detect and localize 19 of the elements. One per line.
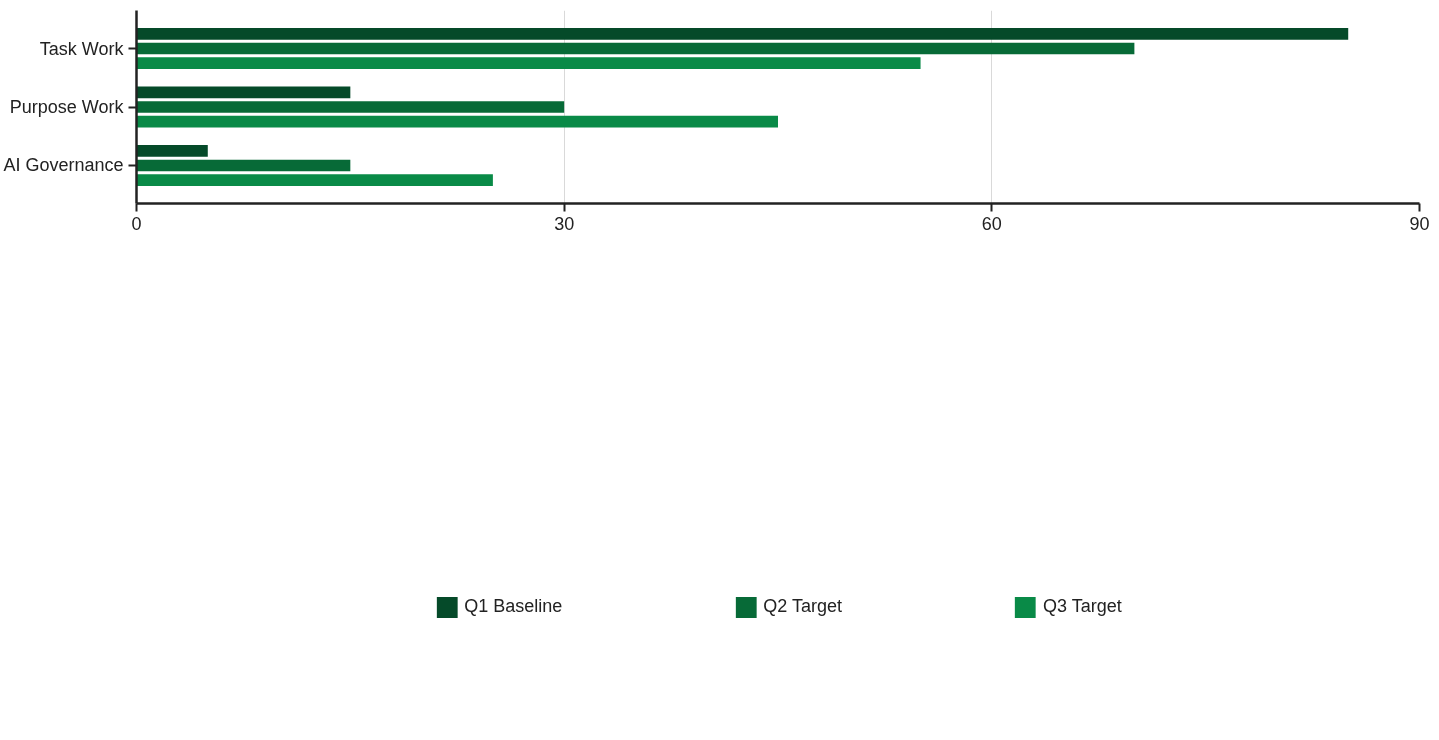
bar bbox=[136, 28, 1349, 40]
bar bbox=[136, 42, 1135, 55]
legend-label: Q3 Target bbox=[1043, 596, 1122, 617]
y-tick-label: Purpose Work bbox=[9, 97, 125, 117]
bar bbox=[136, 86, 351, 99]
legend-label: Q1 Baseline bbox=[464, 596, 563, 617]
x-tick-label: 60 bbox=[981, 213, 1002, 234]
x-tick-label: 90 bbox=[1409, 213, 1430, 234]
bar bbox=[136, 101, 565, 113]
bar bbox=[136, 174, 493, 186]
bar bbox=[136, 145, 208, 157]
legend-label: Q2 Target bbox=[763, 596, 843, 617]
bar bbox=[136, 115, 778, 128]
y-tick-label: Task Work bbox=[39, 38, 125, 59]
bar bbox=[136, 159, 351, 172]
bar bbox=[136, 57, 921, 69]
x-tick-label: 0 bbox=[131, 213, 142, 234]
y-tick-label: AI Governance bbox=[3, 155, 124, 176]
x-tick-label: 30 bbox=[554, 213, 575, 234]
